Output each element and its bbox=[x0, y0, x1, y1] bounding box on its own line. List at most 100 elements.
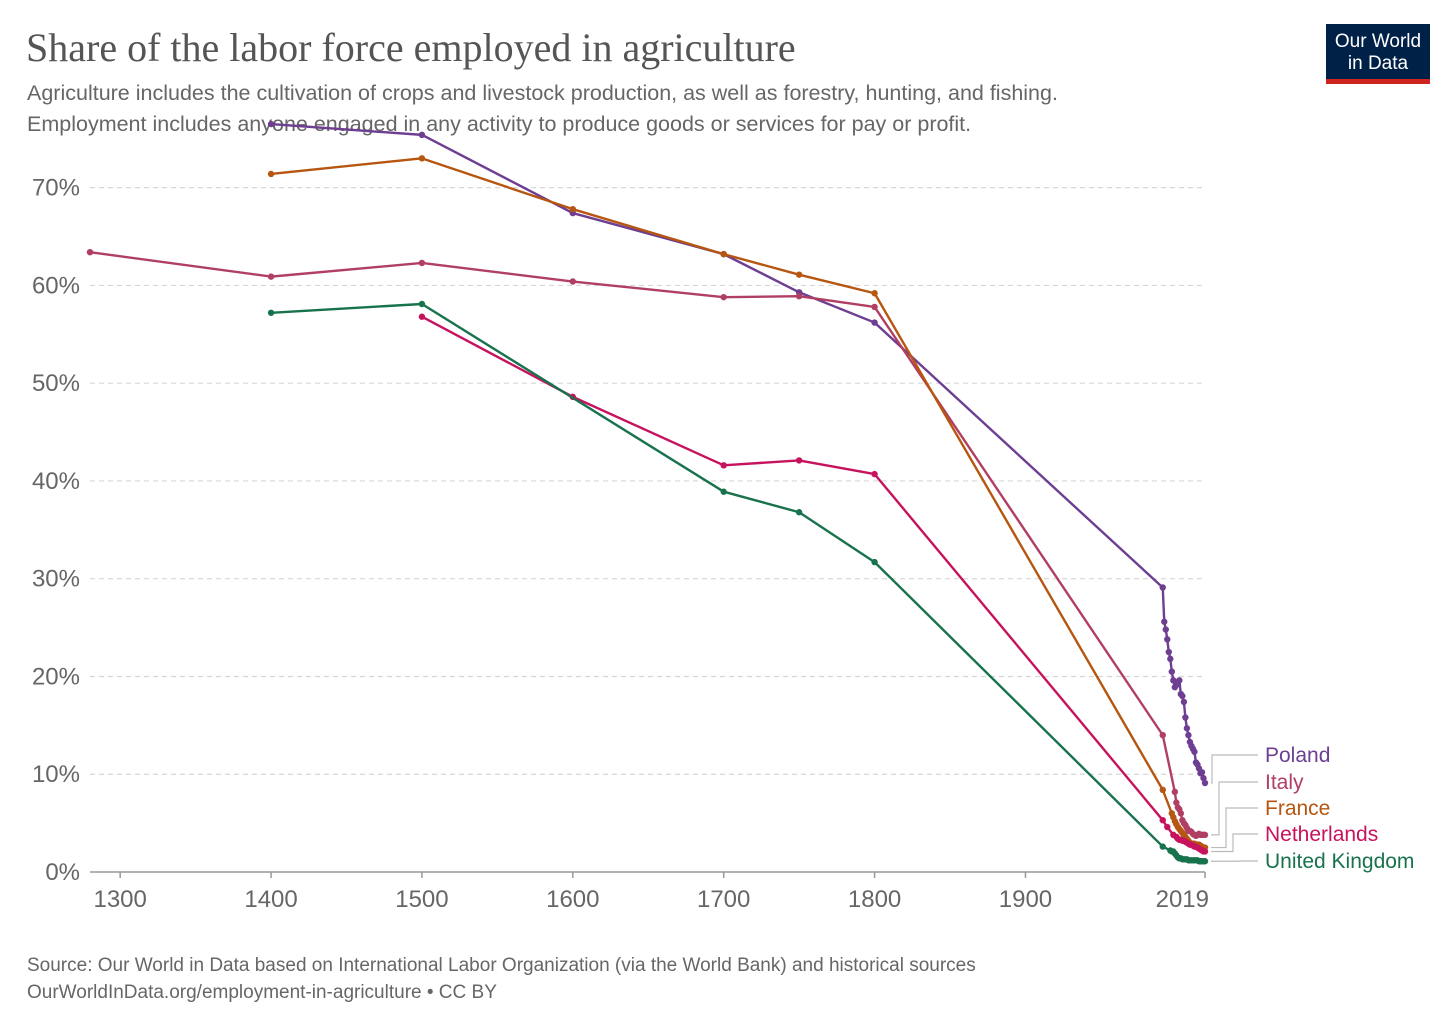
data-point-france bbox=[720, 250, 727, 258]
series-end-labels: Poland Italy France Netherlands United Kingd… bbox=[1211, 744, 1414, 873]
x-axis bbox=[90, 871, 1206, 878]
x-tick-label: 2019 bbox=[1156, 886, 1209, 913]
logo-text-line-1: Our World bbox=[1334, 31, 1422, 52]
data-point-netherlands bbox=[720, 462, 727, 469]
x-tick-label: 1400 bbox=[244, 886, 297, 913]
data-point-italy bbox=[418, 259, 426, 267]
chart-subtitle: Agriculture includes the cultivation of … bbox=[27, 78, 1257, 140]
data-point-united-kingdom bbox=[267, 309, 275, 316]
data-point-united-kingdom bbox=[418, 300, 426, 308]
data-point-france bbox=[267, 170, 275, 178]
legend-label-poland: Poland bbox=[1265, 744, 1330, 767]
legend-connector-poland bbox=[1211, 754, 1258, 784]
data-point-france bbox=[871, 290, 878, 297]
data-point-italy bbox=[795, 292, 803, 300]
y-tick-label: 10% bbox=[32, 761, 80, 788]
legend-label-united-kingdom: United Kingdom bbox=[1265, 850, 1414, 873]
series-poland bbox=[267, 120, 1209, 787]
data-point-united-kingdom bbox=[1201, 858, 1209, 865]
data-point-france bbox=[1159, 786, 1166, 794]
data-point-poland bbox=[1165, 648, 1172, 656]
y-tick-label: 0% bbox=[45, 859, 80, 886]
data-point-italy bbox=[267, 273, 275, 280]
chart-title: Share of the labor force employed in agr… bbox=[26, 25, 796, 70]
source-url[interactable]: OurWorldInData.org/employment-in-agricul… bbox=[27, 982, 497, 1003]
data-point-netherlands bbox=[1164, 823, 1171, 831]
data-point-italy bbox=[1201, 831, 1209, 839]
x-tick-label: 1300 bbox=[93, 886, 146, 913]
y-tick-label: 50% bbox=[32, 370, 80, 397]
data-point-italy bbox=[1177, 810, 1185, 817]
data-point-poland bbox=[418, 131, 426, 139]
grid-lines bbox=[90, 187, 1205, 775]
series-lines bbox=[86, 120, 1209, 865]
data-point-poland bbox=[1179, 692, 1186, 700]
data-point-poland bbox=[871, 319, 878, 326]
data-point-poland bbox=[1176, 677, 1183, 684]
data-point-poland bbox=[1201, 779, 1209, 787]
subtitle-line-2: Employment includes anyone engaged in an… bbox=[27, 112, 972, 136]
data-point-poland bbox=[1182, 714, 1189, 721]
legend-label-italy: Italy bbox=[1265, 771, 1304, 794]
data-point-poland bbox=[1185, 731, 1192, 739]
data-point-netherlands bbox=[418, 313, 426, 320]
data-point-united-kingdom bbox=[720, 488, 727, 495]
logo-text-line-2: in Data bbox=[1347, 53, 1409, 74]
x-axis-tick-labels: 1300 1400 1500 1600 1700 1800 1900 2019 bbox=[93, 886, 1209, 913]
data-point-italy bbox=[871, 303, 878, 311]
owid-logo[interactable]: Our World in Data bbox=[1326, 24, 1430, 84]
data-point-italy bbox=[1159, 731, 1166, 739]
y-tick-label: 70% bbox=[32, 175, 80, 202]
data-point-poland bbox=[1167, 655, 1174, 663]
y-tick-label: 60% bbox=[32, 272, 80, 299]
data-point-netherlands bbox=[1201, 848, 1209, 855]
data-point-italy bbox=[569, 278, 577, 285]
y-tick-label: 40% bbox=[32, 468, 80, 495]
y-tick-label: 20% bbox=[32, 663, 80, 690]
data-point-italy bbox=[720, 293, 727, 301]
data-point-italy bbox=[1173, 799, 1180, 806]
series-italy bbox=[86, 248, 1209, 840]
subtitle-line-1: Agriculture includes the cultivation of … bbox=[27, 81, 1058, 105]
legend-connector-france bbox=[1211, 807, 1258, 849]
data-point-united-kingdom bbox=[871, 558, 878, 566]
source-note: Source: Our World in Data based on Inter… bbox=[27, 955, 976, 976]
data-point-italy bbox=[1171, 788, 1179, 796]
chart-footer: Source: Our World in Data based on Inter… bbox=[27, 952, 976, 1006]
data-point-poland bbox=[1198, 769, 1206, 776]
series-line-united-kingdom bbox=[270, 302, 1205, 863]
series-line-italy bbox=[89, 250, 1205, 838]
logo-accent-bar bbox=[1326, 79, 1430, 84]
data-point-france bbox=[569, 205, 577, 213]
data-point-poland bbox=[267, 120, 275, 128]
x-tick-label: 1500 bbox=[395, 886, 448, 913]
data-point-united-kingdom bbox=[795, 509, 803, 516]
data-point-netherlands bbox=[795, 457, 803, 464]
data-point-france bbox=[418, 155, 426, 162]
data-point-poland bbox=[1168, 668, 1176, 675]
data-point-poland bbox=[1191, 748, 1198, 755]
series-netherlands bbox=[418, 313, 1209, 855]
data-point-poland bbox=[1183, 725, 1191, 732]
legend-connector-netherlands bbox=[1211, 833, 1258, 853]
data-point-italy bbox=[86, 248, 94, 256]
x-tick-label: 1600 bbox=[546, 886, 599, 913]
data-point-poland bbox=[1200, 774, 1207, 782]
y-tick-label: 30% bbox=[32, 566, 80, 593]
legend-label-netherlands: Netherlands bbox=[1265, 823, 1378, 846]
data-point-poland bbox=[1162, 626, 1169, 633]
data-point-france bbox=[795, 271, 803, 278]
series-line-poland bbox=[270, 122, 1207, 784]
x-tick-label: 1800 bbox=[848, 886, 901, 913]
data-point-poland bbox=[1164, 636, 1171, 643]
data-point-netherlands bbox=[871, 470, 878, 478]
data-point-poland bbox=[1159, 584, 1166, 591]
legend-connector-italy bbox=[1211, 781, 1258, 836]
data-point-netherlands bbox=[1159, 816, 1166, 824]
series-united-kingdom bbox=[267, 300, 1209, 865]
data-point-poland bbox=[1161, 618, 1168, 625]
y-axis-tick-labels: 0% 10% 20% 30% 40% 50% 60% 70% bbox=[32, 175, 80, 886]
x-tick-label: 1900 bbox=[999, 886, 1052, 913]
legend-label-france: France bbox=[1265, 797, 1330, 820]
